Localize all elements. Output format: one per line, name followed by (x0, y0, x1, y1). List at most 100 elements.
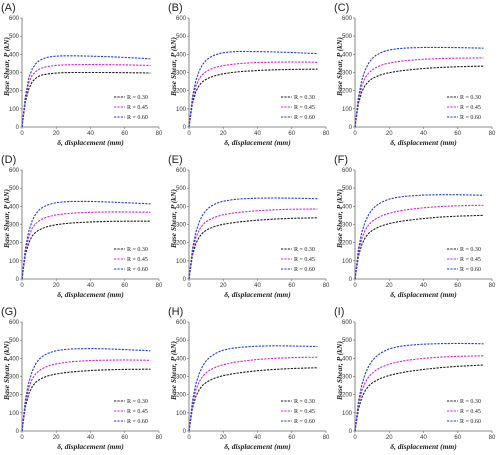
x-tick-label: 60 (454, 283, 461, 289)
y-tick-label: 500 (9, 34, 20, 40)
x-tick-label: 40 (420, 131, 427, 137)
x-tick-label: 20 (53, 283, 60, 289)
legend-label: R = 0.45 (294, 257, 315, 263)
series-line-r045 (354, 204, 484, 280)
y-tick-label: 100 (176, 107, 187, 113)
y-tick-label: 600 (176, 16, 187, 22)
x-tick-label: 60 (288, 283, 295, 289)
y-tick-label: 200 (176, 89, 187, 95)
y-tick-label: 600 (342, 16, 353, 22)
x-tick-label: 0 (20, 131, 24, 137)
series-line-r030 (21, 220, 151, 280)
chart-panel-6: (F) 0 100 200 300 400 500 600 0 20 40 60 80 δ, displa… (334, 154, 496, 299)
legend-label: R = 0.30 (460, 247, 481, 253)
x-tick-label: 60 (288, 435, 295, 441)
legend-label: R = 0.45 (460, 105, 481, 111)
y-tick-label: 600 (176, 320, 187, 326)
legend-label: R = 0.45 (294, 105, 315, 111)
legend-label: R = 0.60 (460, 419, 481, 425)
series-line-r045 (188, 208, 318, 280)
x-axis-title: δ, displacement (mm) (224, 290, 291, 299)
y-tick-label: 500 (342, 338, 353, 344)
x-axis-title: δ, displacement (mm) (390, 138, 457, 147)
panel-label: (F) (334, 154, 348, 166)
x-tick-label: 40 (254, 435, 261, 441)
y-tick-label: 200 (342, 241, 353, 247)
x-tick-label: 0 (353, 435, 357, 441)
x-tick-label: 20 (53, 435, 60, 441)
y-tick-label: 400 (9, 356, 20, 362)
x-tick-label: 20 (386, 283, 393, 289)
chart-panel-4: (D) 0 100 200 300 400 500 600 0 20 40 60 80 δ, displa… (1, 154, 163, 299)
x-axis-title: δ, displacement (mm) (224, 138, 291, 147)
x-tick-label: 40 (420, 283, 427, 289)
x-tick-label: 80 (156, 131, 163, 137)
y-tick-label: 200 (342, 89, 353, 95)
chart-panel-9: (I) 0 100 200 300 400 500 600 0 20 40 60 80 δ, displa… (334, 306, 496, 451)
y-axis-title: Base Shear, P (kN) (335, 189, 344, 249)
series-line-r060 (188, 50, 318, 128)
x-tick-label: 80 (489, 131, 496, 137)
series-line-r030 (354, 65, 484, 128)
x-tick-label: 40 (420, 435, 427, 441)
x-axis-title: δ, displacement (mm) (57, 290, 124, 299)
x-tick-label: 20 (53, 131, 60, 137)
panel-label: (B) (168, 2, 183, 14)
y-tick-label: 500 (176, 338, 187, 344)
x-tick-label: 20 (220, 131, 227, 137)
chart-panel-7: (G) 0 100 200 300 400 500 600 0 20 40 60 80 δ, displa… (1, 306, 163, 451)
y-tick-label: 200 (176, 241, 187, 247)
x-axis-title: δ, displacement (mm) (224, 442, 291, 451)
y-axis-title: Base Shear, P (kN) (335, 341, 344, 401)
y-tick-label: 100 (9, 107, 20, 113)
chart-panel-5: (E) 0 100 200 300 400 500 600 0 20 40 60 80 δ, displa… (168, 154, 330, 299)
legend-label: R = 0.30 (294, 95, 315, 101)
series-line-r060 (188, 345, 318, 432)
x-tick-label: 0 (353, 131, 357, 137)
legend-label: R = 0.30 (294, 399, 315, 405)
y-tick-label: 100 (9, 259, 20, 265)
x-axis-title: δ, displacement (mm) (57, 138, 124, 147)
y-tick-label: 300 (342, 223, 353, 229)
series-line-r030 (21, 71, 151, 128)
y-tick-label: 600 (9, 16, 20, 22)
series-line-r030 (188, 217, 318, 280)
x-tick-label: 60 (121, 435, 128, 441)
y-tick-label: 300 (342, 71, 353, 77)
series-line-r060 (354, 342, 484, 432)
y-tick-label: 0 (183, 429, 187, 435)
series-line-r030 (188, 68, 318, 128)
legend-label: R = 0.60 (127, 115, 148, 121)
y-tick-label: 600 (9, 320, 20, 326)
y-tick-label: 200 (176, 393, 187, 399)
chart-panel-2: (B) 0 100 200 300 400 500 600 0 20 40 60 80 δ, displa… (168, 2, 330, 147)
y-axis-title: Base Shear, P (kN) (335, 37, 344, 97)
x-tick-label: 0 (187, 131, 191, 137)
x-tick-label: 20 (386, 435, 393, 441)
y-tick-label: 600 (342, 320, 353, 326)
series-line-r060 (21, 200, 151, 280)
legend-label: R = 0.60 (460, 267, 481, 273)
y-tick-label: 500 (342, 34, 353, 40)
y-tick-label: 0 (183, 277, 187, 283)
x-tick-label: 20 (220, 435, 227, 441)
y-tick-label: 400 (176, 204, 187, 210)
y-tick-label: 200 (9, 393, 20, 399)
legend-label: R = 0.60 (460, 115, 481, 121)
x-tick-label: 0 (187, 283, 191, 289)
legend-label: R = 0.45 (460, 409, 481, 415)
x-tick-label: 40 (87, 131, 94, 137)
legend-label: R = 0.45 (127, 257, 148, 263)
x-tick-label: 80 (323, 435, 330, 441)
x-tick-label: 0 (20, 283, 24, 289)
y-tick-label: 400 (9, 52, 20, 58)
x-tick-label: 0 (187, 435, 191, 441)
x-tick-label: 60 (454, 435, 461, 441)
series-line-r060 (188, 197, 318, 280)
x-tick-label: 60 (121, 131, 128, 137)
y-tick-label: 0 (349, 277, 353, 283)
y-tick-label: 100 (342, 411, 353, 417)
y-tick-label: 0 (16, 125, 20, 131)
series-line-r045 (21, 359, 151, 432)
